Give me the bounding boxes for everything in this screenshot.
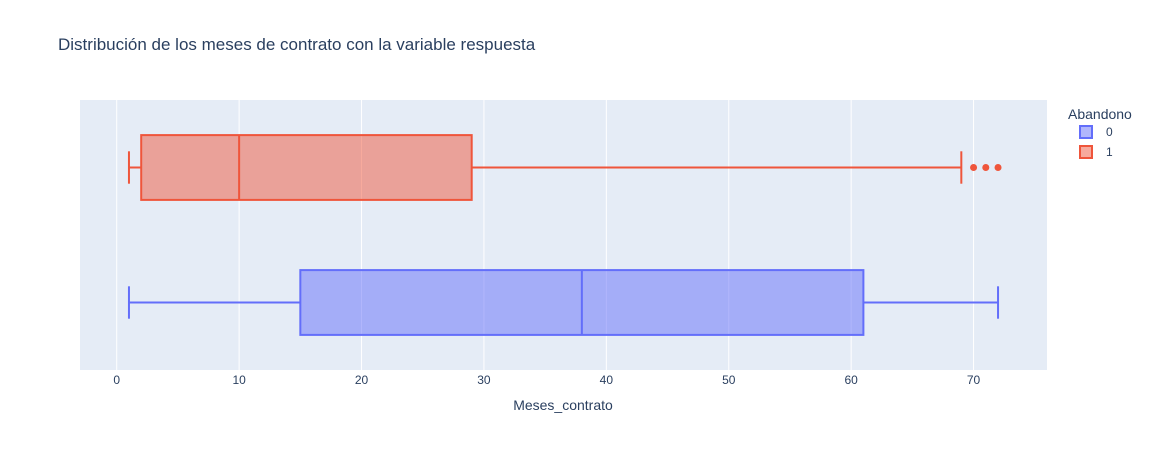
x-tick-label-0: 0 xyxy=(113,373,120,387)
legend-label-0: 0 xyxy=(1106,125,1113,139)
x-tick-label-70: 70 xyxy=(967,373,981,387)
legend: Abandono 0 1 xyxy=(1068,106,1132,159)
box-series xyxy=(127,134,1002,336)
x-tick-label-30: 30 xyxy=(477,373,491,387)
outlier-1-0 xyxy=(970,164,978,171)
chart-title: Distribución de los meses de contrato co… xyxy=(58,35,536,54)
legend-label-1: 1 xyxy=(1106,145,1113,159)
x-tick-label-50: 50 xyxy=(722,373,736,387)
box-iqr-1 xyxy=(140,134,473,201)
x-tick-label-10: 10 xyxy=(232,373,246,387)
outlier-1-1 xyxy=(982,164,990,171)
x-tick-label-40: 40 xyxy=(600,373,614,387)
legend-swatch-0 xyxy=(1079,125,1093,139)
legend-title: Abandono xyxy=(1068,106,1132,122)
box-group-0 xyxy=(127,269,1000,336)
box-group-1 xyxy=(127,134,1002,201)
legend-swatch-1 xyxy=(1079,145,1093,159)
x-tick-label-20: 20 xyxy=(355,373,369,387)
x-axis-label: Meses_contrato xyxy=(513,397,613,413)
outlier-1-2 xyxy=(994,164,1002,171)
legend-item-0: 0 xyxy=(1079,125,1113,139)
x-tick-label-60: 60 xyxy=(844,373,858,387)
x-tick-labels: 0 10 20 30 40 50 60 70 xyxy=(113,373,980,387)
legend-item-1: 1 xyxy=(1079,145,1113,159)
